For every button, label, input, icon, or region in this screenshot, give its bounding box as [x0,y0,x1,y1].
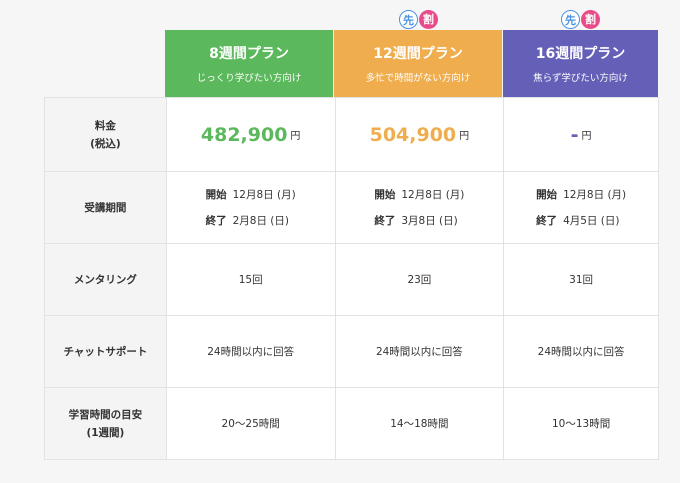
price-cell-12w: 504,900 円 [336,98,505,171]
early-icon: 先 [561,10,580,29]
table-row-mentoring: メンタリング 15回 23回 31回 [45,243,659,315]
plan-comparison-table: 料金 (税込) 482,900 円 504,900 円 -円 受講期間 開始 12月8… [44,97,659,460]
plan-name: 16週間プラン [535,46,626,62]
period-cell-16w: 開始 12月8日 (月) 終了 4月5日 (日) [504,172,659,243]
row-label-chat: チャットサポート [45,316,167,387]
mentoring-cell-8w: 15回 [167,244,336,315]
mentoring-cell-16w: 31回 [504,244,659,315]
early-icon: 先 [399,10,418,29]
period-start: 開始 12月8日 (月) [536,189,627,201]
row-label-study-hours: 学習時間の目安 (1週間) [45,388,167,459]
yen-unit: 円 [581,131,592,142]
price-value: 504,900 [369,123,457,146]
period-end: 終了 2月8日 (日) [205,215,290,227]
period-start: 開始 12月8日 (月) [374,189,465,201]
plan-name: 8週間プラン [209,46,289,62]
plan-description: 多忙で時間がない方向け [365,73,471,84]
early-discount-badge-12w: 先 割 [399,10,438,29]
study-cell-8w: 20〜25時間 [167,388,336,459]
row-label-price: 料金 (税込) [45,98,167,171]
discount-icon: 割 [419,10,438,29]
plan-header-8w: 8週間プラン じっくり学びたい方向け [165,30,333,97]
price-value: - [570,123,579,146]
chat-cell-8w: 24時間以内に回答 [167,316,336,387]
plan-header-16w: 16週間プラン 焦らず学びたい方向け [503,30,658,97]
plan-description: 焦らず学びたい方向け [533,73,628,84]
period-cell-8w: 開始 12月8日 (月) 終了 2月8日 (日) [167,172,336,243]
discount-icon: 割 [581,10,600,29]
yen-unit: 円 [459,131,470,142]
period-cell-12w: 開始 12月8日 (月) 終了 3月8日 (日) [336,172,505,243]
chat-cell-16w: 24時間以内に回答 [504,316,659,387]
plan-name: 12週間プラン [373,46,463,62]
price-cell-16w: -円 [504,98,659,171]
study-cell-12w: 14〜18時間 [336,388,505,459]
chat-cell-12w: 24時間以内に回答 [336,316,505,387]
plan-header-12w: 12週間プラン 多忙で時間がない方向け [334,30,502,97]
early-discount-badge-16w: 先 割 [561,10,600,29]
mentoring-cell-12w: 23回 [336,244,505,315]
period-end: 終了 4月5日 (日) [536,215,620,227]
table-row-price: 料金 (税込) 482,900 円 504,900 円 -円 [45,97,659,171]
period-start: 開始 12月8日 (月) [205,189,296,201]
period-end: 終了 3月8日 (日) [374,215,458,227]
study-cell-16w: 10〜13時間 [504,388,659,459]
early-discount-badges: 先 割 先 割 [0,10,680,34]
plan-description: じっくり学びたい方向け [196,73,302,84]
table-row-chat: チャットサポート 24時間以内に回答 24時間以内に回答 24時間以内に回答 [45,315,659,387]
price-cell-8w: 482,900 円 [167,98,336,171]
row-label-mentoring: メンタリング [45,244,167,315]
plan-header-row: 8週間プラン じっくり学びたい方向け 12週間プラン 多忙で時間がない方向け 1… [44,30,658,97]
table-row-study-hours: 学習時間の目安 (1週間) 20〜25時間 14〜18時間 10〜13時間 [45,387,659,459]
yen-unit: 円 [290,131,301,142]
table-row-period: 受講期間 開始 12月8日 (月) 終了 2月8日 (日) 開始 12月8日 (月) … [45,171,659,243]
row-label-period: 受講期間 [45,172,167,243]
price-value: 482,900 [200,123,288,146]
